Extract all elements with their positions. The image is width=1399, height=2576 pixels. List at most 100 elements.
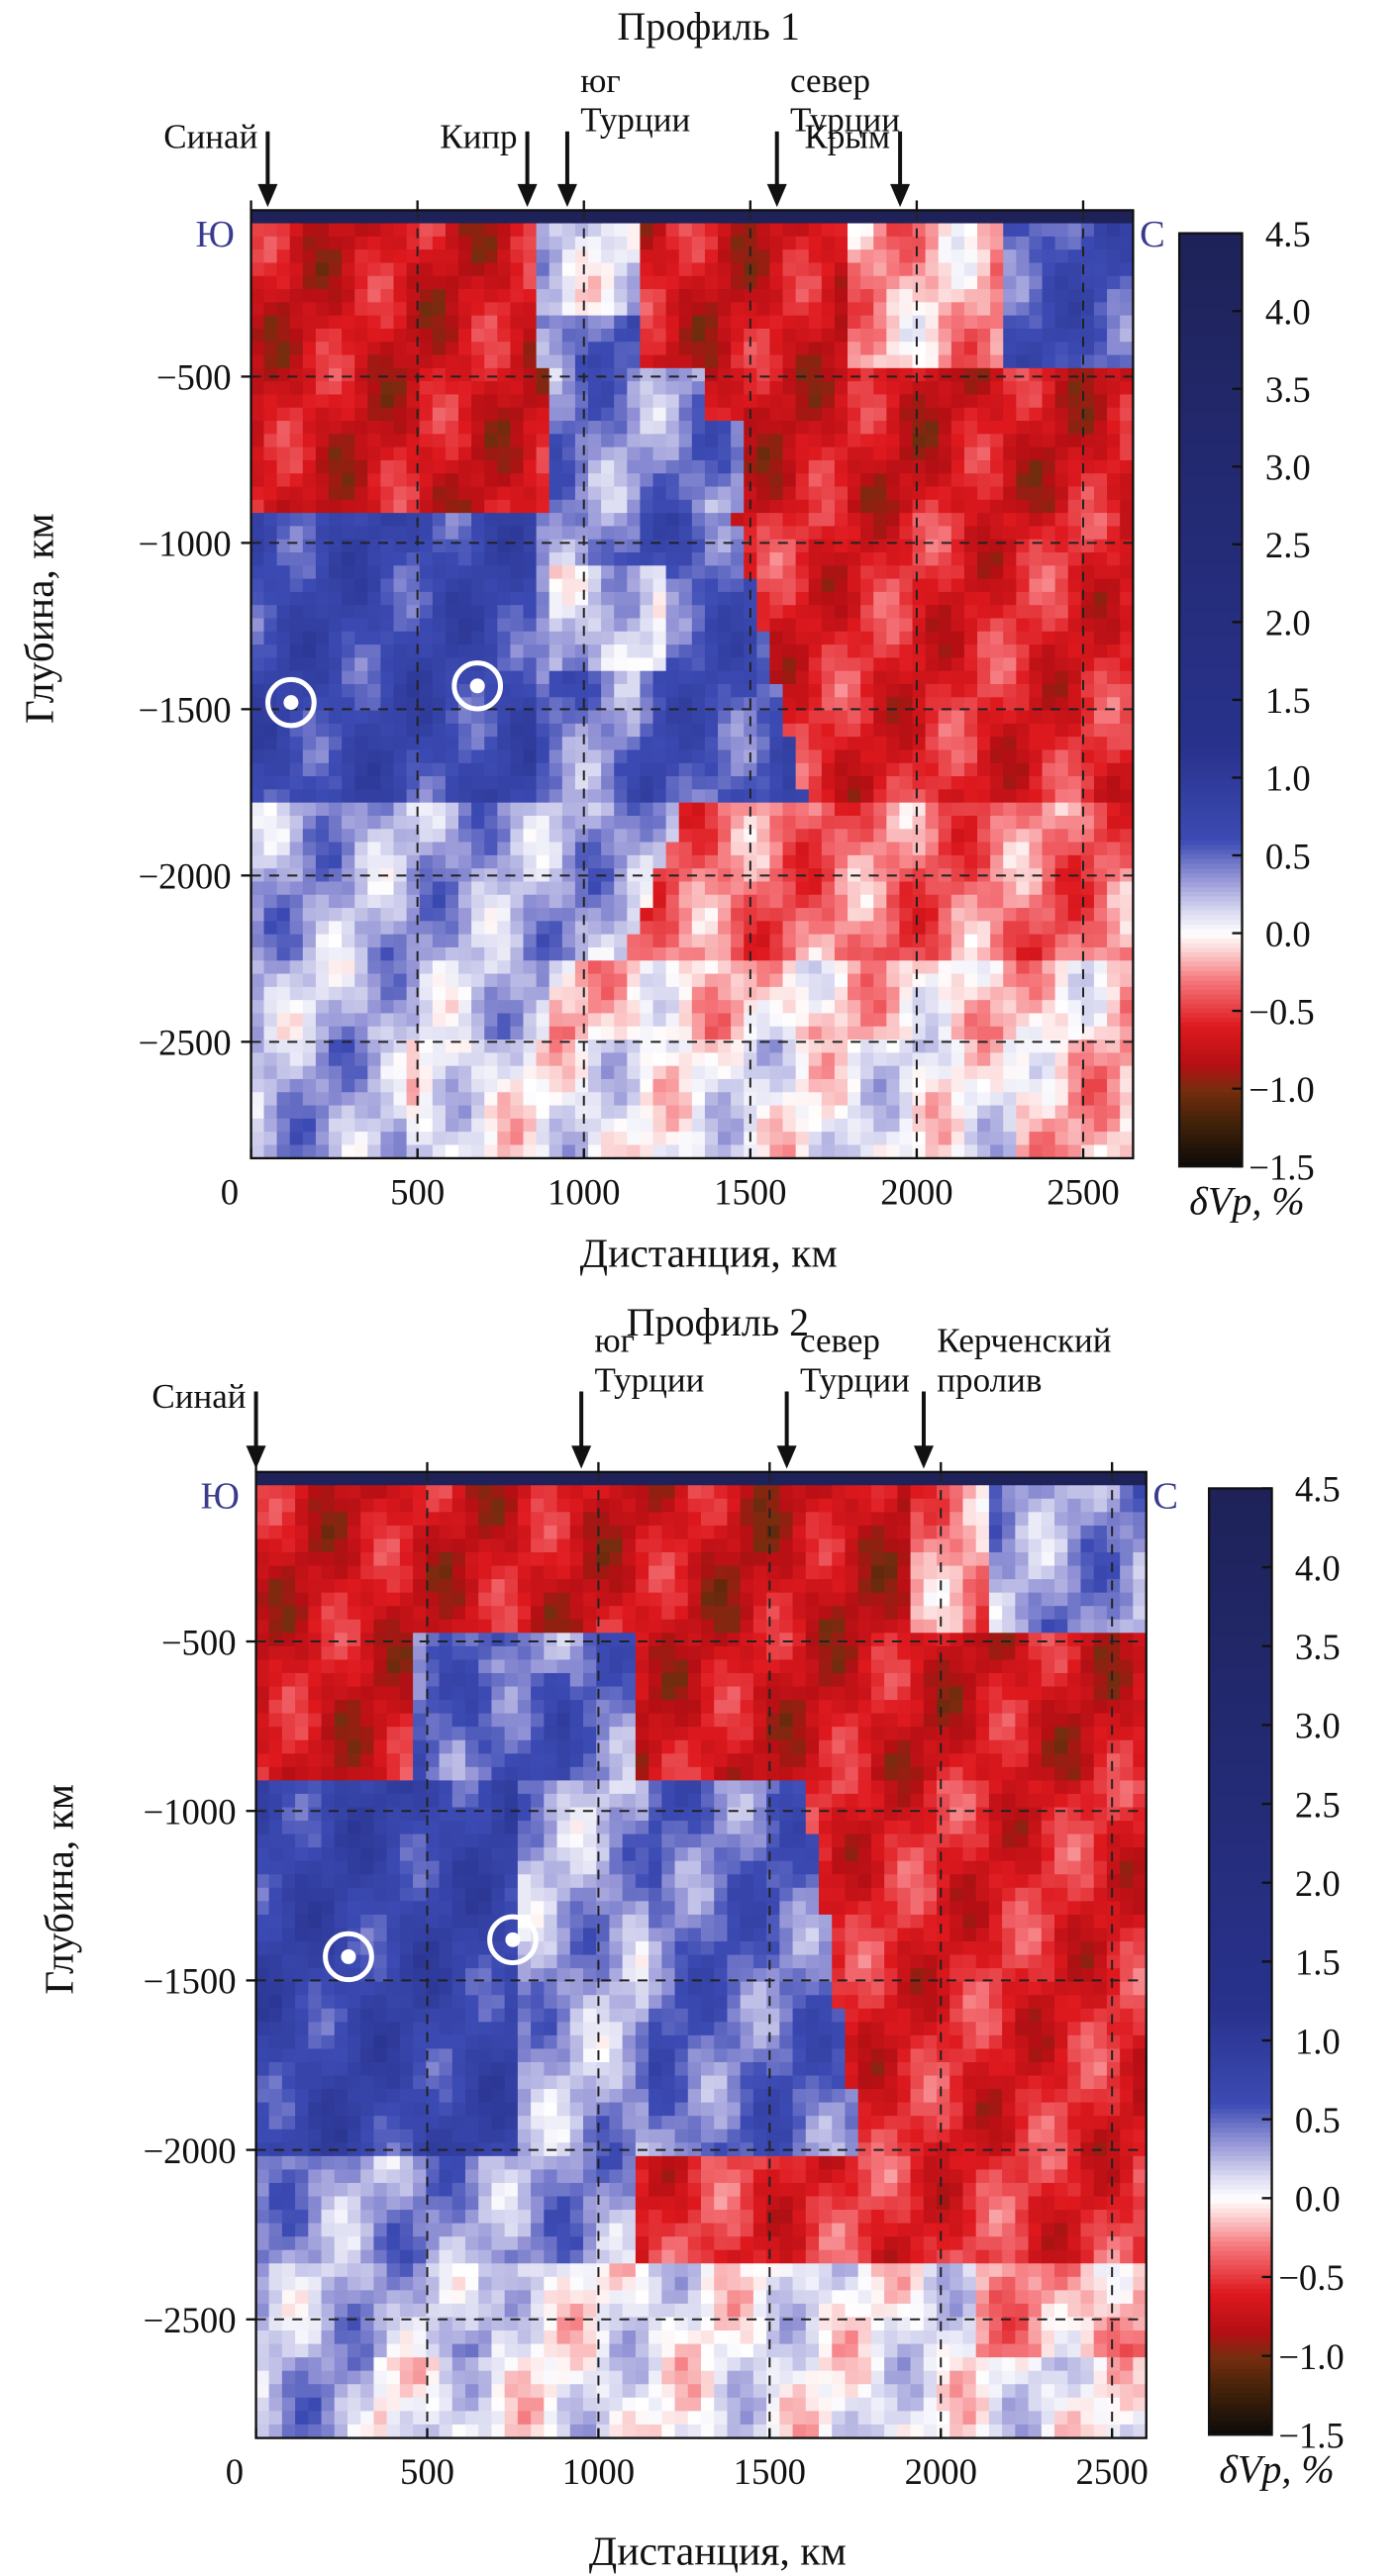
heatmap-cell xyxy=(640,854,654,869)
heatmap-cell xyxy=(1042,1052,1056,1067)
heatmap-cell xyxy=(342,802,355,817)
heatmap-cell xyxy=(614,605,628,619)
heatmap-cell xyxy=(718,328,732,343)
heatmap-cell xyxy=(886,262,900,277)
heatmap-cell xyxy=(678,631,693,645)
heatmap-cell xyxy=(678,381,693,395)
heatmap-cell xyxy=(873,789,887,804)
heatmap-cell xyxy=(1107,973,1121,988)
heatmap-cell xyxy=(782,1105,797,1120)
heatmap-cell xyxy=(938,670,952,685)
heatmap-cell xyxy=(250,802,265,817)
heatmap-cell xyxy=(652,1105,667,1120)
heatmap-cell xyxy=(549,868,563,882)
heatmap-cell xyxy=(614,618,628,633)
heatmap-cell xyxy=(925,802,940,817)
heatmap-cell xyxy=(354,1132,368,1145)
heatmap-cell xyxy=(367,815,381,830)
heatmap-cell xyxy=(523,578,538,593)
heatmap-cell xyxy=(808,934,823,948)
heatmap-cell xyxy=(354,854,368,869)
heatmap-cell xyxy=(549,802,563,817)
heatmap-cell xyxy=(640,644,654,658)
heatmap-cell xyxy=(588,315,602,330)
heatmap-cell xyxy=(549,618,563,633)
heatmap-cell xyxy=(458,1040,472,1053)
heatmap-cell xyxy=(1107,1105,1121,1120)
heatmap-cell xyxy=(769,328,784,343)
heatmap-cell xyxy=(276,236,291,250)
heatmap-cell xyxy=(419,670,434,685)
heatmap-cell xyxy=(354,249,368,263)
heatmap-cell xyxy=(380,486,395,501)
heatmap-cell xyxy=(1080,829,1095,843)
heatmap-cell xyxy=(873,1000,887,1014)
heatmap-cell xyxy=(1080,1040,1095,1053)
heatmap-field xyxy=(250,210,1134,1159)
heatmap-cell xyxy=(329,1065,343,1080)
heatmap-cell xyxy=(718,657,732,672)
heatmap-cell xyxy=(899,776,914,790)
heatmap-cell xyxy=(912,249,927,263)
heatmap-cell xyxy=(1042,854,1056,869)
heatmap-cell xyxy=(1093,683,1108,698)
heatmap-cell xyxy=(393,262,408,277)
x-tick-label: 2500 xyxy=(1047,1171,1119,1212)
heatmap-cell xyxy=(536,605,550,619)
heatmap-cell xyxy=(1067,328,1082,343)
heatmap-cell xyxy=(652,275,667,290)
heatmap-cell xyxy=(276,1105,291,1120)
heatmap-cell xyxy=(302,854,317,869)
heatmap-cell xyxy=(561,697,576,712)
heatmap-cell xyxy=(315,657,330,672)
heatmap-cell xyxy=(1016,1026,1030,1040)
heatmap-cell xyxy=(250,328,265,343)
heatmap-cell xyxy=(1107,421,1121,435)
heatmap-cell xyxy=(912,908,927,922)
heatmap-cell xyxy=(665,1065,680,1080)
heatmap-cell xyxy=(588,1144,602,1159)
heatmap-cell xyxy=(756,618,770,633)
heatmap-cell xyxy=(1120,262,1134,277)
heatmap-cell xyxy=(990,749,1004,764)
heatmap-cell xyxy=(354,1013,368,1028)
heatmap-cell xyxy=(614,381,628,395)
heatmap-cell xyxy=(432,1026,447,1040)
heatmap-cell xyxy=(834,249,849,263)
heatmap-cell xyxy=(718,829,732,843)
heatmap-cell xyxy=(860,762,874,777)
heatmap-cell xyxy=(614,513,628,527)
heatmap-cell xyxy=(704,381,719,395)
heatmap-cell xyxy=(977,499,991,514)
heatmap-cell xyxy=(380,565,395,580)
heatmap-cell xyxy=(938,973,952,988)
heatmap-cell xyxy=(821,842,836,856)
heatmap-cell xyxy=(1093,210,1108,225)
heatmap-cell xyxy=(263,421,278,435)
heatmap-cell xyxy=(380,249,395,263)
heatmap-cell xyxy=(1067,789,1082,804)
heatmap-cell xyxy=(652,354,667,369)
heatmap-cell xyxy=(860,1026,874,1040)
heatmap-cell xyxy=(886,223,900,238)
heatmap-cell xyxy=(795,710,810,725)
heatmap-cell xyxy=(329,829,343,843)
heatmap-cell xyxy=(354,842,368,856)
heatmap-cell xyxy=(342,1026,355,1040)
heatmap-cell xyxy=(756,894,770,909)
heatmap-cell xyxy=(342,723,355,738)
heatmap-cell xyxy=(731,394,745,409)
heatmap-cell xyxy=(756,815,770,830)
heatmap-cell xyxy=(925,842,940,856)
heatmap-cell xyxy=(848,223,861,238)
heatmap-cell xyxy=(652,881,667,896)
heatmap-cell xyxy=(458,802,472,817)
heatmap-cell xyxy=(834,328,849,343)
heatmap-cell xyxy=(1080,591,1095,606)
heatmap-cell xyxy=(925,302,940,317)
heatmap-cell xyxy=(354,289,368,303)
heatmap-cell xyxy=(510,275,525,290)
heatmap-cell xyxy=(834,1132,849,1145)
heatmap-cell xyxy=(704,934,719,948)
heatmap-cell xyxy=(848,631,861,645)
